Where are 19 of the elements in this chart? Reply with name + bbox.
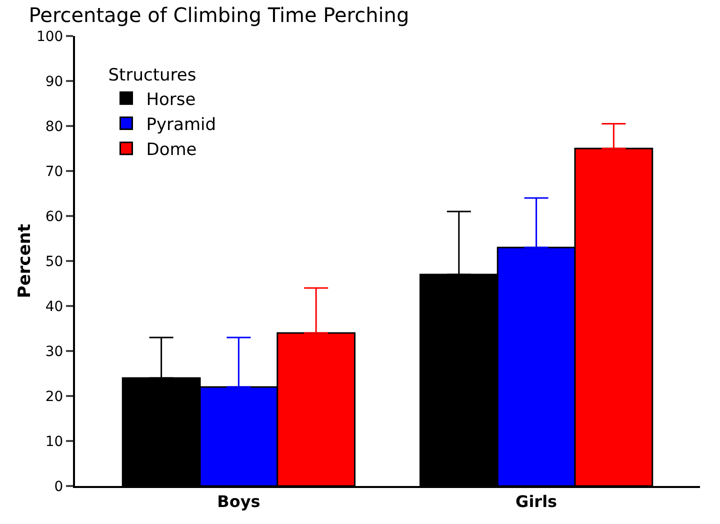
y-tick-label: 100 [36, 28, 64, 45]
y-tick-label: 0 [54, 478, 64, 495]
y-tick-label: 70 [45, 164, 64, 180]
y-axis-title: Percent [15, 224, 35, 298]
y-tick-label: 90 [45, 74, 64, 90]
y-tick-label: 80 [45, 118, 64, 135]
x-tick-label: Girls [516, 492, 558, 512]
y-tick-label: 20 [45, 388, 64, 405]
y-tick-label: 40 [45, 298, 64, 315]
chart-title: Percentage of Climbing Time Perching [28, 2, 410, 27]
legend-title: Structures [108, 66, 196, 86]
y-tick-label: 10 [45, 434, 64, 450]
y-tick-label: 30 [45, 344, 64, 360]
y-tick-label: 60 [45, 208, 64, 225]
legend-label: Pyramid [146, 114, 216, 135]
legend-label: Dome [146, 140, 197, 160]
legend-label: Horse [146, 90, 196, 110]
y-tick-label: 50 [45, 254, 64, 270]
x-tick-label: Boys [217, 492, 260, 512]
